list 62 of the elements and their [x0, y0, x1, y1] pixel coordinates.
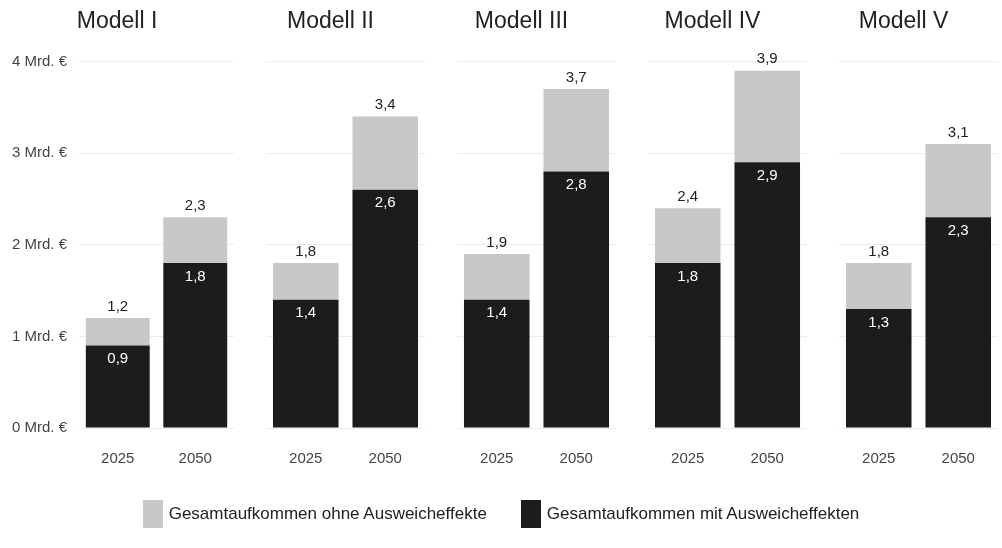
- data-label: 2,8: [565, 175, 587, 193]
- x-tick-label: 2025: [480, 449, 514, 467]
- bar: [734, 70, 801, 163]
- data-label: 2,9: [756, 166, 778, 183]
- legend-label: Gesamtaufkommen ohne Ausweicheffekte: [168, 504, 487, 524]
- data-label: 1,8: [184, 266, 206, 284]
- bar: [463, 253, 530, 300]
- bar: [85, 345, 150, 428]
- chart-title: Modell II: [287, 7, 374, 34]
- total-label: 1,9: [486, 232, 508, 250]
- data-label: 2,6: [374, 193, 396, 211]
- bar: [352, 189, 419, 428]
- bar: [543, 171, 610, 428]
- bar: [734, 162, 801, 428]
- bar: [845, 263, 912, 309]
- x-tick-label: 2025: [289, 449, 323, 467]
- bar: [543, 89, 610, 172]
- x-tick-label: 2050: [559, 449, 593, 467]
- y-tick-label: 3 Mrd. €: [11, 143, 68, 161]
- total-label: 2,3: [184, 195, 206, 213]
- chart-title: Modell III: [474, 7, 569, 34]
- chart-title: Modell V: [858, 7, 949, 34]
- chart-title: Modell I: [76, 7, 158, 34]
- x-tick-label: 2050: [941, 449, 975, 467]
- bar: [845, 308, 912, 428]
- bar: [463, 299, 530, 428]
- x-tick-label: 2050: [750, 449, 784, 467]
- y-tick-label: 1 Mrd. €: [11, 326, 68, 344]
- total-label: 3,1: [947, 122, 969, 140]
- y-tick-label: 2 Mrd. €: [11, 234, 68, 252]
- data-label: 0,9: [107, 349, 129, 367]
- x-tick-label: 2025: [671, 449, 705, 467]
- total-label: 2,4: [677, 186, 699, 204]
- total-label: 3,4: [374, 95, 396, 113]
- total-label: 1,8: [295, 241, 317, 259]
- x-tick-label: 2025: [101, 449, 135, 467]
- y-tick-label: 4 Mrd. €: [11, 51, 68, 69]
- bar: [654, 263, 721, 428]
- bar: [925, 217, 992, 428]
- total-label: 3,7: [565, 67, 587, 85]
- bar: [163, 217, 228, 264]
- data-label: 1,4: [295, 303, 317, 321]
- bar: [272, 299, 339, 428]
- bar: [654, 208, 721, 264]
- total-label: 3,9: [756, 49, 778, 67]
- total-label: 1,8: [868, 241, 890, 259]
- data-label: 2,3: [947, 220, 969, 238]
- legend-label: Gesamtaufkommen mit Ausweicheffekten: [546, 504, 860, 524]
- bar: [352, 116, 419, 190]
- chart-title: Modell IV: [664, 7, 762, 34]
- data-label: 1,4: [486, 303, 508, 321]
- data-label: 1,8: [677, 266, 699, 284]
- bar: [163, 263, 228, 428]
- y-tick-label: 0 Mrd. €: [11, 418, 68, 436]
- bar: [272, 263, 339, 300]
- total-label: 1,2: [107, 296, 129, 314]
- data-label: 1,3: [868, 312, 890, 330]
- x-tick-label: 2025: [862, 449, 896, 467]
- x-tick-label: 2050: [178, 449, 212, 467]
- bar: [925, 144, 992, 218]
- bar: [85, 318, 150, 346]
- x-tick-label: 2050: [368, 449, 402, 467]
